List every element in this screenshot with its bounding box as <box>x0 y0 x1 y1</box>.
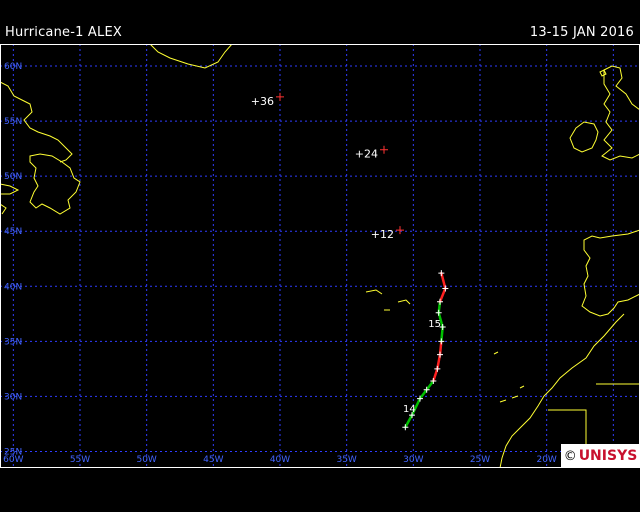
lat-lon-grid <box>0 44 640 468</box>
coast-faroe <box>599 69 607 77</box>
coast-ireland <box>569 121 599 153</box>
track-point <box>417 395 423 402</box>
forecast-label: +36 <box>251 95 274 108</box>
track-point <box>435 309 442 316</box>
coast-nova-scotia <box>0 183 20 195</box>
coast-britain <box>601 65 640 161</box>
date-range: 13-15 JAN 2016 <box>529 25 634 40</box>
lat-label-45N: 45N <box>4 227 22 237</box>
lat-label-35N: 35N <box>4 337 22 347</box>
forecast-label: +12 <box>371 228 394 241</box>
lon-label-40W: 40W <box>270 455 290 465</box>
lat-label-25N: 25N <box>4 447 22 457</box>
forecast-marker <box>396 226 404 235</box>
track-point <box>438 270 445 277</box>
track-segment <box>404 413 414 429</box>
track-point <box>437 351 443 358</box>
copyright-mark: © <box>563 448 577 464</box>
lat-label-40N: 40N <box>4 282 22 292</box>
lon-label-50W: 50W <box>136 455 156 465</box>
coast-maine <box>0 203 7 215</box>
coast-azores-1 <box>365 289 383 295</box>
storm-track: 14 15 <box>402 270 449 431</box>
coast-canary-3 <box>519 385 525 389</box>
lon-label-20W: 20W <box>536 455 556 465</box>
lat-label-60N: 60N <box>4 62 22 72</box>
lat-label-55N: 55N <box>4 117 22 127</box>
lon-label-55W: 55W <box>70 455 90 465</box>
unisys-logo: © UNISYS <box>561 444 640 468</box>
forecast-marker <box>276 92 284 101</box>
coast-iberia <box>581 229 640 317</box>
lon-label-35W: 35W <box>336 455 356 465</box>
day-label-15: 15 <box>428 319 441 330</box>
track-point <box>409 412 415 419</box>
track-point <box>442 285 449 292</box>
track-map: 14 15 +12 +24 +36 60W 55W 50W 45W 40W 35W 30W 25W 2… <box>0 44 640 468</box>
storm-title: Hurricane-1 ALEX <box>5 25 122 40</box>
track-segment <box>418 388 428 400</box>
track-point <box>437 298 443 305</box>
lat-label-30N: 30N <box>4 392 22 402</box>
track-segment <box>432 367 439 383</box>
lon-label-30W: 30W <box>403 455 423 465</box>
lat-label-50N: 50N <box>4 172 22 182</box>
track-point <box>434 365 441 372</box>
track-segment <box>410 397 422 417</box>
forecast-positions: +12 +24 +36 <box>251 92 404 241</box>
forecast-marker <box>380 145 388 154</box>
coast-newfoundland <box>29 153 81 215</box>
track-segment <box>440 271 447 290</box>
track-point <box>430 377 437 384</box>
coast-madeira <box>493 351 499 355</box>
track-point <box>402 424 409 431</box>
coast-azores-2 <box>397 299 411 305</box>
track-point <box>423 386 430 393</box>
brand-name: UNISYS <box>578 448 638 464</box>
header-bar: Hurricane-1 ALEX 13-15 JAN 2016 <box>0 0 640 44</box>
lon-label-45W: 45W <box>203 455 223 465</box>
track-segment <box>425 379 435 392</box>
track-segment <box>438 287 447 303</box>
track-point <box>438 338 445 345</box>
lon-label-25W: 25W <box>470 455 490 465</box>
coast-canary-1 <box>499 399 507 403</box>
coast-greenland <box>149 44 233 69</box>
coast-canary-2 <box>511 395 519 399</box>
track-segment <box>437 311 444 329</box>
lon-label-60W: 60W <box>3 455 23 465</box>
coast-labrador <box>0 81 73 163</box>
coast-morocco <box>499 313 625 468</box>
track-point <box>439 324 446 331</box>
day-label-14: 14 <box>403 404 416 415</box>
forecast-label: +24 <box>355 148 378 161</box>
